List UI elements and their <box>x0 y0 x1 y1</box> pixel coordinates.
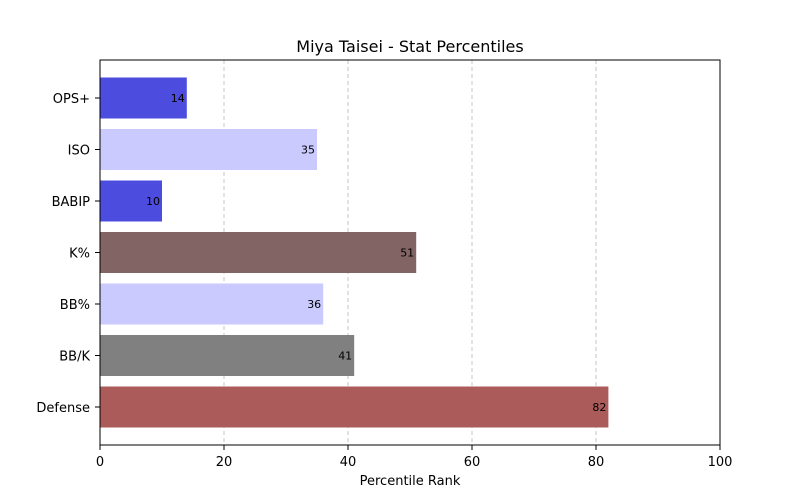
y-tick-label: ISO <box>68 144 90 159</box>
bar-defense <box>100 386 609 428</box>
bar-ops <box>100 77 187 119</box>
y-axis-ticks: OPS+ ISO BABIP K% BB% BB/K Defense <box>36 92 100 416</box>
x-axis-label: Percentile Rank <box>360 474 461 489</box>
y-tick-label: BB% <box>60 298 90 313</box>
bar-babip <box>100 180 162 222</box>
x-tick-label: 80 <box>588 455 605 470</box>
bar-data-label: 36 <box>307 298 321 311</box>
bar-data-label: 82 <box>592 401 606 414</box>
bar-data-label: 35 <box>301 144 315 157</box>
bar-k <box>100 232 417 273</box>
y-tick-label: BABIP <box>52 195 91 210</box>
y-tick-label: OPS+ <box>53 92 90 107</box>
x-tick-label: 60 <box>464 455 481 470</box>
bar-iso <box>100 129 317 170</box>
bar-data-label: 14 <box>171 92 185 105</box>
x-tick-label: 0 <box>96 455 104 470</box>
bar-bb <box>100 283 324 325</box>
x-axis-ticks: 0 20 40 60 80 100 <box>96 445 733 470</box>
x-tick-label: 20 <box>216 455 233 470</box>
bar-data-label: 41 <box>338 350 352 363</box>
x-tick-label: 100 <box>708 455 733 470</box>
bar-bb-k <box>100 335 355 376</box>
y-tick-label: Defense <box>36 401 90 416</box>
bar-data-label: 10 <box>146 195 160 208</box>
chart-title: Miya Taisei - Stat Percentiles <box>296 37 523 56</box>
y-tick-label: BB/K <box>59 350 90 365</box>
x-tick-label: 40 <box>340 455 357 470</box>
bar-data-label: 51 <box>400 247 414 260</box>
y-tick-label: K% <box>69 247 90 262</box>
bars-group: 14 35 10 51 36 41 82 <box>100 77 609 428</box>
